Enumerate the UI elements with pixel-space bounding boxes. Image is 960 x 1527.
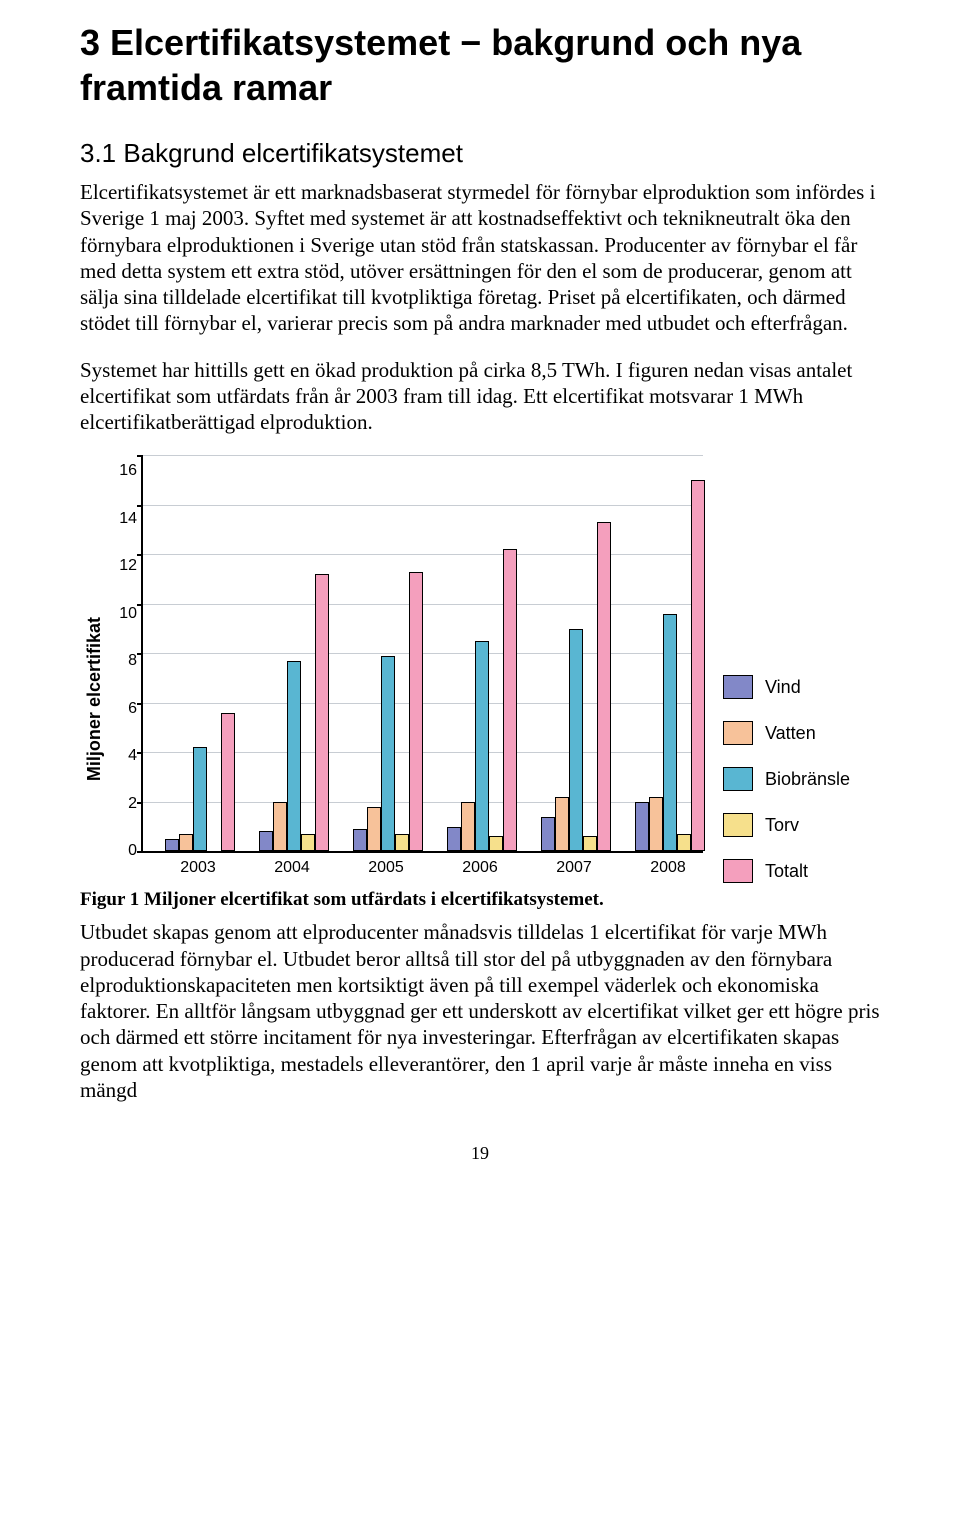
ytick-label: 12 — [119, 558, 137, 574]
bar-biobransle — [381, 656, 395, 852]
chart-legend: Vind Vatten Biobränsle Torv Totalt — [703, 655, 850, 883]
ytick-mark — [137, 455, 143, 457]
paragraph-2: Systemet har hittills gett en ökad produ… — [80, 357, 880, 436]
bar-vatten — [649, 797, 663, 851]
figure-caption: Figur 1 Miljoner elcertifikat som utfärd… — [80, 889, 880, 911]
bar-totalt — [315, 574, 329, 851]
legend-item-biobransle: Biobränsle — [723, 767, 850, 791]
ytick-label: 6 — [128, 701, 137, 717]
ytick-label: 2 — [128, 796, 137, 812]
bar-vind — [165, 839, 179, 851]
bar-totalt — [221, 713, 235, 852]
ytick-mark — [137, 653, 143, 655]
bar-vatten — [461, 802, 475, 852]
ytick-label: 4 — [128, 748, 137, 764]
chart-xaxis: 2003 2004 2005 2006 2007 2008 — [141, 853, 701, 883]
grid-line — [143, 554, 703, 555]
bar-biobransle — [475, 641, 489, 851]
legend-label: Vind — [765, 677, 801, 698]
xtick-label: 2008 — [644, 859, 692, 877]
legend-item-totalt: Totalt — [723, 859, 850, 883]
bar-vind — [635, 802, 649, 852]
bar-vatten — [179, 834, 193, 851]
legend-swatch — [723, 675, 753, 699]
bar-group — [447, 549, 517, 851]
xtick-label: 2006 — [456, 859, 504, 877]
bar-biobransle — [569, 629, 583, 852]
chart-container: Miljoner elcertifikat 16 14 12 10 8 6 4 2 0 2003… — [80, 455, 880, 883]
ytick-label: 16 — [119, 463, 137, 479]
bar-totalt — [409, 572, 423, 852]
xtick-label: 2005 — [362, 859, 410, 877]
bar-vatten — [273, 802, 287, 852]
grid-line — [143, 703, 703, 704]
xtick-label: 2004 — [268, 859, 316, 877]
bar-totalt — [691, 480, 705, 851]
bar-group — [635, 480, 705, 851]
section-heading: 3.1 Bakgrund elcertifikatsystemet — [80, 138, 880, 169]
bar-torv — [395, 834, 409, 851]
legend-label: Vatten — [765, 723, 816, 744]
bar-vatten — [555, 797, 569, 851]
legend-label: Biobränsle — [765, 769, 850, 790]
bar-group — [165, 713, 235, 852]
bar-torv — [583, 836, 597, 851]
bar-biobransle — [287, 661, 301, 852]
bar-totalt — [597, 522, 611, 851]
xtick-label: 2007 — [550, 859, 598, 877]
grid-line — [143, 505, 703, 506]
chart-ylabel: Miljoner elcertifikat — [80, 557, 105, 781]
chart-yaxis: 1614121086420 — [105, 455, 141, 851]
bar-vind — [353, 829, 367, 851]
legend-swatch — [723, 721, 753, 745]
legend-item-vind: Vind — [723, 675, 850, 699]
bar-torv — [301, 834, 315, 851]
ytick-label: 10 — [119, 606, 137, 622]
page-title: 3 Elcertifikatsystemet − bakgrund och ny… — [80, 20, 880, 110]
ytick-mark — [137, 752, 143, 754]
ytick-mark — [137, 703, 143, 705]
xtick-label: 2003 — [174, 859, 222, 877]
bar-totalt — [503, 549, 517, 851]
paragraph-1: Elcertifikatsystemet är ett marknadsbase… — [80, 179, 880, 337]
bar-group — [541, 522, 611, 851]
bar-biobransle — [663, 614, 677, 852]
grid-line — [143, 604, 703, 605]
legend-swatch — [723, 859, 753, 883]
bar-torv — [489, 836, 503, 851]
bar-group — [353, 572, 423, 852]
bar-vatten — [367, 807, 381, 852]
bar-vind — [259, 831, 273, 851]
bar-group — [259, 574, 329, 851]
bar-vind — [447, 827, 461, 852]
bar-biobransle — [193, 747, 207, 851]
chart-plot-area — [141, 455, 703, 853]
ytick-mark — [137, 802, 143, 804]
bar-torv — [677, 834, 691, 851]
grid-line — [143, 455, 703, 456]
ytick-mark — [137, 554, 143, 556]
legend-item-vatten: Vatten — [723, 721, 850, 745]
legend-item-torv: Torv — [723, 813, 850, 837]
ytick-label: 0 — [128, 843, 137, 859]
ytick-label: 14 — [119, 511, 137, 527]
ytick-mark — [137, 505, 143, 507]
ytick-label: 8 — [128, 653, 137, 669]
grid-line — [143, 653, 703, 654]
legend-label: Torv — [765, 815, 799, 836]
ytick-mark — [137, 604, 143, 606]
legend-label: Totalt — [765, 861, 808, 882]
page-number: 19 — [80, 1143, 880, 1164]
legend-swatch — [723, 813, 753, 837]
bar-vind — [541, 817, 555, 852]
legend-swatch — [723, 767, 753, 791]
paragraph-3: Utbudet skapas genom att elproducenter m… — [80, 919, 880, 1103]
